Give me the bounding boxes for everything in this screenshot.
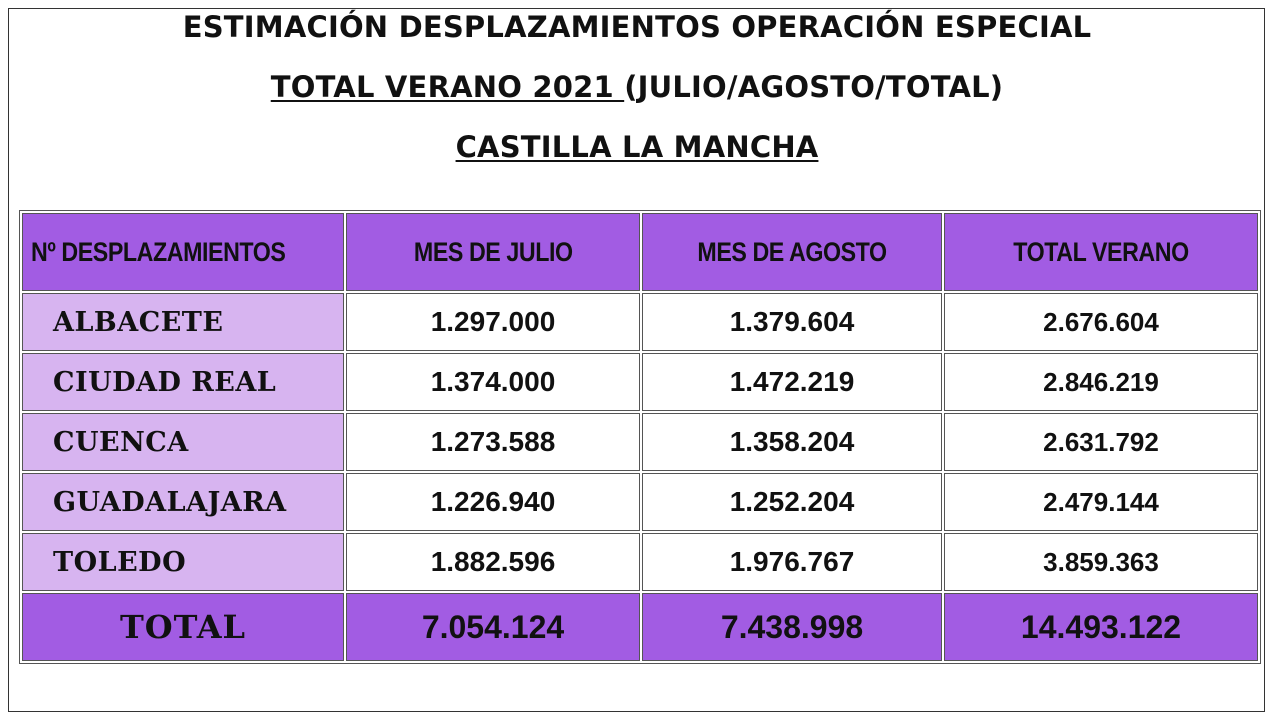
province-cell: ALBACETE — [22, 293, 344, 351]
total-verano-cell: 2.676.604 — [944, 293, 1258, 351]
julio-cell: 1.374.000 — [346, 353, 640, 411]
title-line-3: CASTILLA LA MANCHA — [0, 130, 1274, 164]
agosto-cell: 1.252.204 — [642, 473, 942, 531]
agosto-cell: 1.976.767 — [642, 533, 942, 591]
julio-cell: 1.226.940 — [346, 473, 640, 531]
total-verano-cell: 3.859.363 — [944, 533, 1258, 591]
province-cell: TOLEDO — [22, 533, 344, 591]
agosto-cell: 1.379.604 — [642, 293, 942, 351]
julio-cell: 1.273.588 — [346, 413, 640, 471]
total-verano-sum-cell: 14.493.122 — [944, 593, 1258, 661]
table-row: CIUDAD REAL 1.374.000 1.472.219 2.846.21… — [22, 353, 1258, 411]
total-verano-cell: 2.631.792 — [944, 413, 1258, 471]
table-row: TOLEDO 1.882.596 1.976.767 3.859.363 — [22, 533, 1258, 591]
agosto-cell: 1.358.204 — [642, 413, 942, 471]
header-cell-agosto: MES DE AGOSTO — [642, 213, 942, 291]
title-line-2-underlined: TOTAL VERANO 2021 — [270, 70, 625, 104]
total-verano-cell: 2.846.219 — [944, 353, 1258, 411]
header-cell-desplazamientos: Nº DESPLAZAMIENTOS — [22, 213, 344, 291]
title-line-2: TOTAL VERANO 2021 (JULIO/AGOSTO/TOTAL) — [0, 70, 1274, 104]
displacements-table: Nº DESPLAZAMIENTOS MES DE JULIO MES DE A… — [19, 210, 1261, 664]
province-cell: GUADALAJARA — [22, 473, 344, 531]
total-label-cell: TOTAL — [22, 593, 344, 661]
table-row: ALBACETE 1.297.000 1.379.604 2.676.604 — [22, 293, 1258, 351]
agosto-cell: 1.472.219 — [642, 353, 942, 411]
header-row: Nº DESPLAZAMIENTOS MES DE JULIO MES DE A… — [22, 213, 1258, 291]
table-row: GUADALAJARA 1.226.940 1.252.204 2.479.14… — [22, 473, 1258, 531]
title-line-2-rest: (JULIO/AGOSTO/TOTAL) — [624, 70, 1004, 104]
total-julio-cell: 7.054.124 — [346, 593, 640, 661]
title-line-1: ESTIMACIÓN DESPLAZAMIENTOS OPERACIÓN ESP… — [182, 10, 1092, 44]
table-row: CUENCA 1.273.588 1.358.204 2.631.792 — [22, 413, 1258, 471]
julio-cell: 1.297.000 — [346, 293, 640, 351]
total-agosto-cell: 7.438.998 — [642, 593, 942, 661]
title-line-3-text: CASTILLA LA MANCHA — [455, 130, 819, 164]
julio-cell: 1.882.596 — [346, 533, 640, 591]
header-cell-total-verano: TOTAL VERANO — [944, 213, 1258, 291]
province-cell: CIUDAD REAL — [22, 353, 344, 411]
total-row: TOTAL 7.054.124 7.438.998 14.493.122 — [22, 593, 1258, 661]
total-verano-cell: 2.479.144 — [944, 473, 1258, 531]
province-cell: CUENCA — [22, 413, 344, 471]
header-cell-julio: MES DE JULIO — [346, 213, 640, 291]
